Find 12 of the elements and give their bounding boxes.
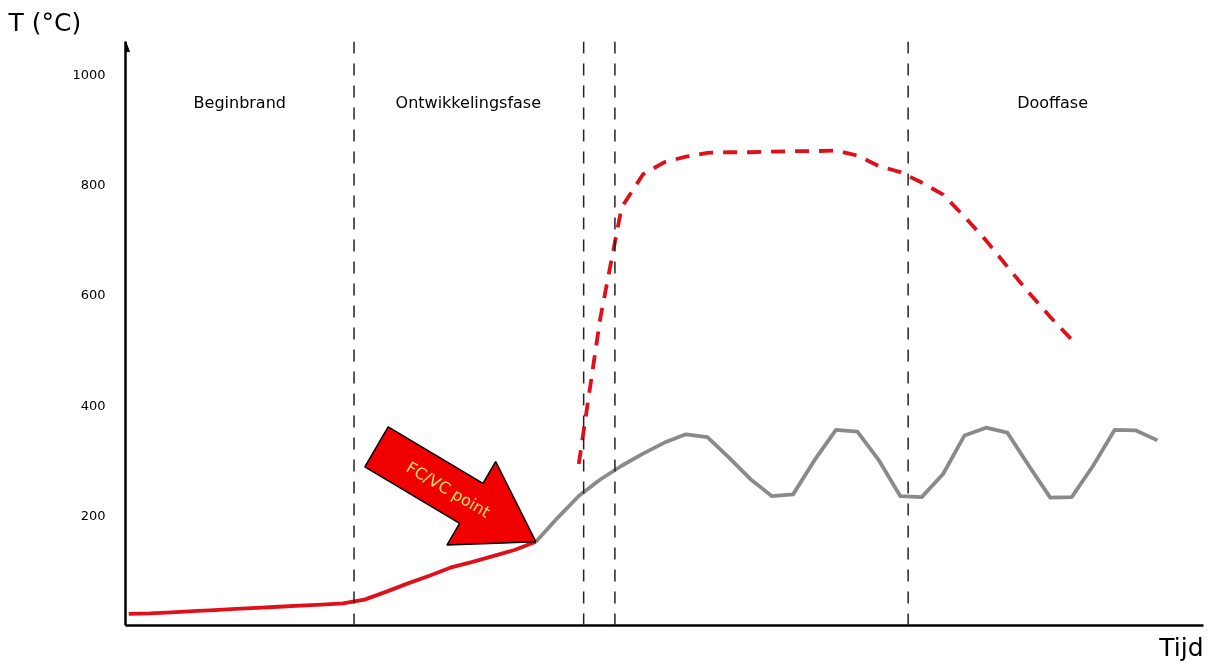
line-series — [534, 425, 1160, 544]
annotation: Ontwikkelingsfase — [395, 92, 542, 112]
y-tick-label: 800 — [80, 177, 106, 193]
x-axis-title: Tijd — [1158, 632, 1204, 662]
y-axis-title: T (°C) — [7, 7, 82, 37]
y-tick-label: 200 — [80, 507, 106, 523]
y-tick-label: 1000 — [72, 67, 106, 83]
annotation: Beginbrand — [193, 92, 286, 112]
annotation: Dooffase — [1017, 92, 1089, 112]
y-tick-label: 400 — [80, 397, 106, 413]
y-tick-label: 600 — [80, 287, 106, 303]
line-series — [576, 148, 1074, 466]
